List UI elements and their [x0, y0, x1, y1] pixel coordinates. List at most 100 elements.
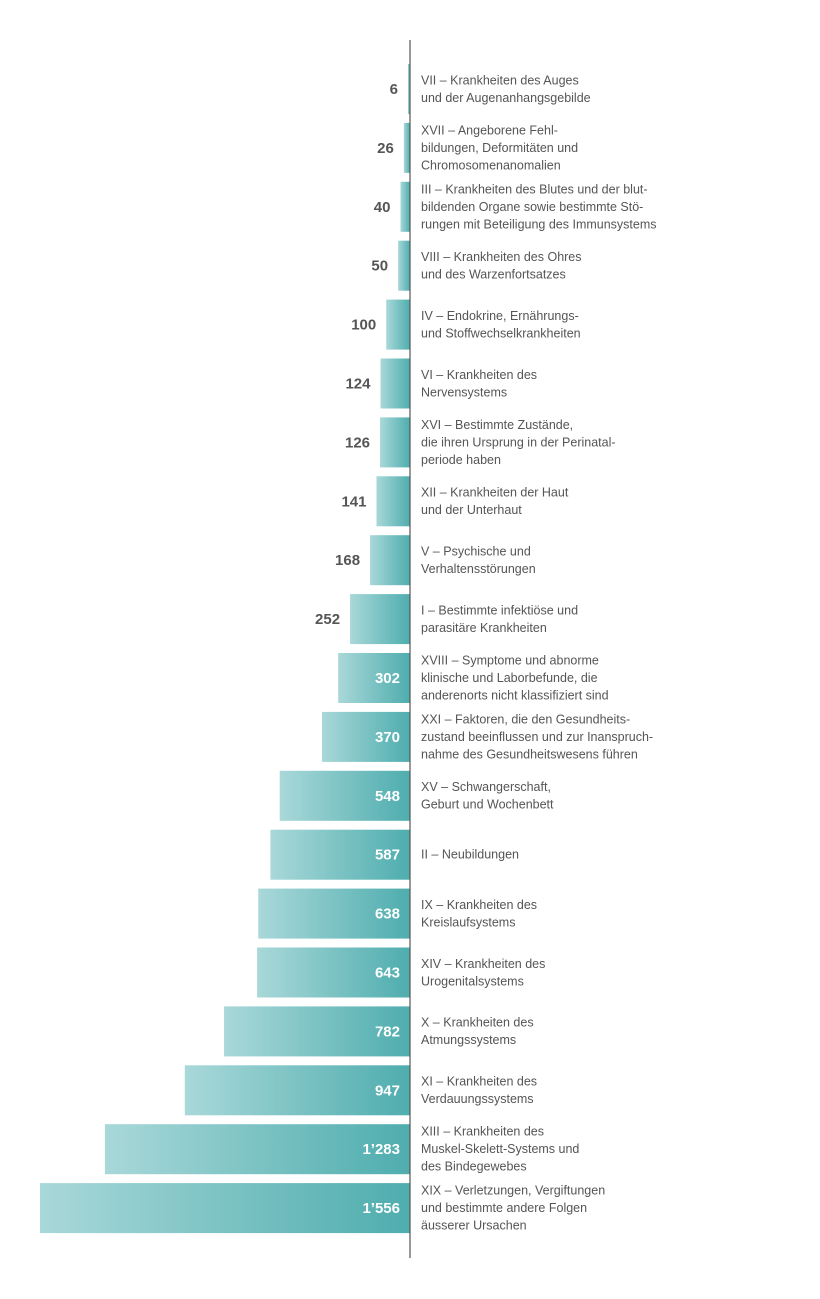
category-label-line: XVIII – Symptome und abnorme	[421, 654, 599, 668]
value-label-12: 370	[375, 729, 400, 746]
category-label-7: XVI – Bestimmte Zustände, die ihren Urspr…	[421, 418, 616, 467]
category-label-line: III – Krankheiten des Blutes und der blu…	[421, 182, 648, 196]
value-label-16: 643	[375, 965, 400, 982]
category-label-line: V – Psychische und	[421, 544, 531, 558]
category-label-line: XVI – Bestimmte Zustände,	[421, 418, 573, 432]
value-label-15: 638	[375, 906, 400, 923]
category-label-line: VII – Krankheiten des Auges	[421, 73, 579, 87]
bar-18	[184, 1065, 410, 1116]
category-label-12: XXI – Faktoren, die den Gesundheits-zust…	[421, 712, 653, 761]
bar-5	[386, 299, 410, 350]
category-label-line: und der Unterhaut	[421, 503, 522, 517]
category-label-line: Atmungssystems	[421, 1033, 516, 1047]
bar-16	[257, 947, 410, 998]
category-label-9: V – Psychische und Verhaltensstörungen	[421, 544, 536, 576]
category-label-line: äusserer Ursachen	[421, 1219, 527, 1233]
bar-7	[380, 417, 410, 468]
category-label-8: XII – Krankheiten der Haut und der Unterh…	[421, 486, 569, 518]
bar-6	[380, 358, 410, 409]
category-label-line: Verdauungssystems	[421, 1092, 534, 1106]
category-label-line: XIII – Krankheiten des	[421, 1125, 544, 1139]
category-label-line: zustand beeinflussen und zur Inanspruch-	[421, 730, 653, 744]
category-label-17: X – Krankheiten des Atmungssystems	[421, 1016, 534, 1048]
category-label-1: VII – Krankheiten des Auges und der Augen…	[421, 73, 591, 105]
category-labels-group: VII – Krankheiten des Auges und der Augen…	[421, 73, 657, 1232]
category-label-19: XIII – Krankheiten des Muskel-Skelett-Sys…	[421, 1125, 579, 1174]
category-label-line: XI – Krankheiten des	[421, 1075, 537, 1089]
category-label-6: VI – Krankheiten des Nervensystems	[421, 368, 537, 400]
value-labels-group: 6 26 40 50 100 124 126 141 168 252 302 370 548 587 638…	[315, 81, 400, 1217]
value-label-20: 1’556	[362, 1200, 400, 1217]
value-label-8: 141	[341, 493, 366, 510]
value-label-18: 947	[375, 1082, 400, 1099]
category-label-line: Verhaltensstörungen	[421, 562, 536, 576]
category-label-line: des Bindegewebes	[421, 1160, 527, 1174]
category-label-line: II – Neubildungen	[421, 848, 519, 862]
category-label-line: die ihren Ursprung in der Perinatal-	[421, 435, 616, 449]
category-label-line: I – Bestimmte infektiöse und	[421, 603, 578, 617]
bar-8	[376, 476, 410, 527]
category-label-line: Kreislaufsystems	[421, 915, 515, 929]
category-label-3: III – Krankheiten des Blutes und der blu…	[421, 182, 657, 231]
value-label-13: 548	[375, 788, 400, 805]
category-label-13: XV – Schwangerschaft, Geburt und Wochenbe…	[421, 780, 554, 812]
bar-12	[322, 711, 410, 762]
bar-4	[398, 240, 410, 291]
category-label-11: XVIII – Symptome und abnorme klinische un…	[421, 654, 609, 703]
bar-10	[350, 594, 410, 645]
value-label-14: 587	[375, 847, 400, 864]
category-label-line: IV – Endokrine, Ernährungs-	[421, 309, 579, 323]
bar-19	[104, 1124, 411, 1175]
value-label-10: 252	[315, 611, 340, 628]
category-label-line: bildungen, Deformitäten und	[421, 141, 578, 155]
value-label-1: 6	[390, 81, 398, 98]
bars-group	[40, 64, 411, 1234]
category-label-20: XIX – Verletzungen, Vergiftungen und best…	[421, 1184, 605, 1233]
category-label-line: Chromosomenanomalien	[421, 158, 561, 172]
category-label-line: klinische und Laborbefunde, die	[421, 671, 598, 685]
category-label-line: rungen mit Beteiligung des Immunsystems	[421, 217, 657, 231]
category-label-line: XV – Schwangerschaft,	[421, 780, 551, 794]
category-label-line: VIII – Krankheiten des Ohres	[421, 250, 582, 264]
bar-11	[338, 653, 410, 703]
value-label-19: 1’283	[362, 1141, 400, 1158]
category-label-line: und Stoffwechselkrankheiten	[421, 326, 581, 340]
category-label-line: und bestimmte andere Folgen	[421, 1201, 587, 1215]
bar-14	[270, 829, 410, 880]
category-label-line: und der Augenanhangsgebilde	[421, 91, 591, 105]
category-label-line: XII – Krankheiten der Haut	[421, 486, 569, 500]
bar-9	[370, 535, 410, 586]
category-label-line: anderenorts nicht klassifiziert sind	[421, 689, 609, 703]
category-label-line: Urogenitalsystems	[421, 974, 524, 988]
category-label-4: VIII – Krankheiten des Ohres und des Warz…	[421, 250, 582, 282]
category-label-line: Geburt und Wochenbett	[421, 798, 554, 812]
category-label-line: XXI – Faktoren, die den Gesundheits-	[421, 712, 630, 726]
category-label-line: XVII – Angeborene Fehl-	[421, 123, 558, 137]
bar-1	[408, 64, 410, 114]
value-label-3: 40	[374, 199, 391, 216]
value-label-4: 50	[371, 258, 388, 275]
value-label-2: 26	[377, 140, 394, 157]
category-label-18: XI – Krankheiten des Verdauungssystems	[421, 1075, 537, 1107]
value-label-7: 126	[345, 434, 370, 451]
category-label-16: XIV – Krankheiten des Urogenitalsystems	[421, 957, 545, 989]
category-label-5: IV – Endokrine, Ernährungs-und Stoffwech…	[421, 309, 581, 341]
category-label-line: nahme des Gesundheitswesens führen	[421, 747, 638, 761]
value-label-5: 100	[351, 317, 376, 334]
category-label-line: und des Warzenfortsatzes	[421, 267, 566, 281]
bar-13	[279, 770, 410, 821]
category-label-2: XVII – Angeborene Fehl-bildungen, Deform…	[421, 123, 578, 172]
category-label-line: XIX – Verletzungen, Vergiftungen	[421, 1184, 605, 1198]
value-label-17: 782	[375, 1023, 400, 1040]
bar-17	[224, 1006, 410, 1057]
value-label-11: 302	[375, 670, 400, 687]
category-label-line: bildenden Organe sowie bestimmte Stö-	[421, 200, 643, 214]
category-label-10: I – Bestimmte infektiöse und parasitäre K…	[421, 603, 578, 635]
category-label-line: periode haben	[421, 453, 501, 467]
category-label-line: IX – Krankheiten des	[421, 898, 537, 912]
category-label-line: X – Krankheiten des	[421, 1016, 534, 1030]
bar-20	[40, 1183, 410, 1234]
category-label-14: II – Neubildungen	[421, 848, 519, 862]
bar-3	[400, 181, 410, 232]
